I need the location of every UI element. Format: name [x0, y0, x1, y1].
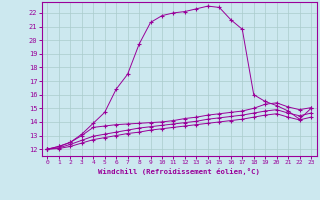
X-axis label: Windchill (Refroidissement éolien,°C): Windchill (Refroidissement éolien,°C): [98, 168, 260, 175]
